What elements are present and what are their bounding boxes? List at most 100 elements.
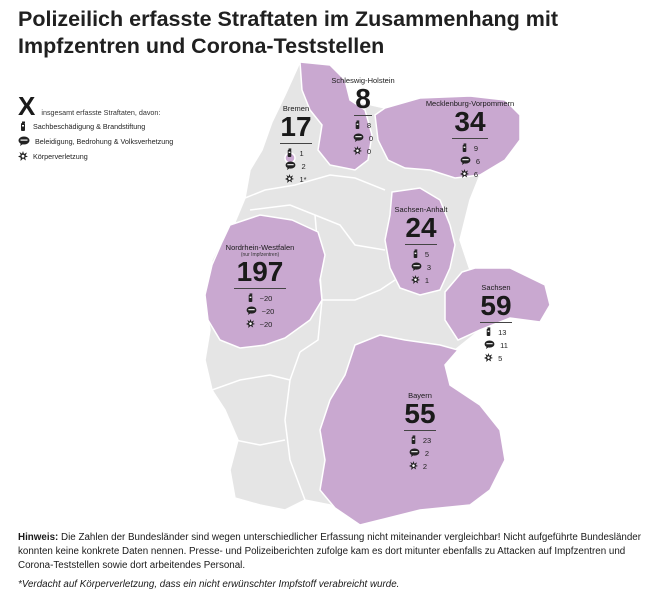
legend-item-property: Sachbeschädigung & Brandstiftung xyxy=(18,119,258,134)
state-name: Sachsen xyxy=(481,283,511,292)
state-stats: 8 0 0 xyxy=(352,119,373,158)
state-total: 17 xyxy=(280,111,312,142)
stat-value: 5 xyxy=(424,250,430,259)
stat-value: 0 xyxy=(366,147,372,156)
stat-injury: 1* xyxy=(285,173,307,186)
stat-property: 13 xyxy=(484,326,508,339)
fire-extinguisher-icon xyxy=(411,249,425,260)
stat-insult: 3 xyxy=(411,261,431,274)
legend-header: X insgesamt erfasste Straftaten, davon: xyxy=(18,93,258,119)
divider xyxy=(234,288,286,289)
stat-insult: 2 xyxy=(285,160,306,173)
state-shape-nrw xyxy=(204,214,326,349)
fire-extinguisher-icon xyxy=(353,120,367,131)
stat-value: 2 xyxy=(422,462,427,471)
explosion-icon xyxy=(245,319,260,330)
speech-bubble-icon xyxy=(409,448,425,459)
state-total: 8 xyxy=(355,83,371,114)
explosion-icon xyxy=(484,353,498,364)
state-label-bayern: Bayern 55 23 2 2 xyxy=(380,391,460,475)
hint-paragraph: Hinweis: Die Zahlen der Bundesländer sin… xyxy=(18,531,654,573)
stat-insult: 0 xyxy=(353,132,373,145)
stat-value: 6 xyxy=(473,170,479,179)
speech-bubble-icon xyxy=(285,161,301,172)
state-stats: 5 3 1 xyxy=(410,248,431,287)
stat-injury: 1 xyxy=(410,274,431,287)
state-name: Nordrhein-Westfalen xyxy=(225,243,295,252)
stat-injury: 2 xyxy=(408,460,431,473)
state-total: 197 xyxy=(236,256,284,287)
stat-value: 3 xyxy=(426,263,432,272)
stat-property: ~20 xyxy=(246,292,275,305)
divider xyxy=(354,115,372,116)
fire-extinguisher-icon xyxy=(246,293,260,304)
stat-value: 8 xyxy=(366,121,372,130)
explosion-icon xyxy=(18,150,33,163)
state-stats: ~20 ~20 ~20 xyxy=(245,292,275,331)
stat-value: 0 xyxy=(368,134,374,143)
state-total: 55 xyxy=(404,398,436,429)
divider xyxy=(405,244,437,245)
fire-extinguisher-icon xyxy=(484,327,498,338)
legend-label: Beleidigung, Bedrohung & Volksverhetzung xyxy=(35,137,174,146)
divider xyxy=(280,143,312,144)
stat-value: 13 xyxy=(498,328,507,337)
stat-property: 8 xyxy=(353,119,373,132)
state-label-schleswig-holstein: Schleswig-Holstein 8 8 0 0 xyxy=(313,76,413,160)
legend-total-symbol: X xyxy=(18,91,36,121)
map-title: Polizeilich erfasste Straftaten im Zusam… xyxy=(18,7,559,58)
speech-bubble-icon xyxy=(18,136,35,148)
stat-insult: ~20 xyxy=(246,305,274,318)
state-total: 59 xyxy=(480,290,512,321)
state-total: 34 xyxy=(454,106,486,137)
state-label-nrw: Nordrhein-Westfalen (nur Impfzentren) 197 ~… xyxy=(210,243,310,333)
map-legend: X insgesamt erfasste Straftaten, davon: … xyxy=(18,93,258,164)
state-shape-mecklenburg xyxy=(374,95,521,179)
fire-extinguisher-icon xyxy=(409,435,423,446)
state-label-mecklenburg: Mecklenburg-Vorpommern 34 9 6 6 xyxy=(405,99,535,183)
divider xyxy=(480,322,512,323)
state-label-sachsen-anhalt: Sachsen-Anhalt 24 5 3 1 xyxy=(378,205,464,289)
footnote: *Verdacht auf Körperverletzung, dass ein… xyxy=(18,579,400,590)
state-stats: 9 6 6 xyxy=(459,142,480,181)
legend-label: Sachbeschädigung & Brandstiftung xyxy=(33,122,146,131)
state-stats: 23 2 2 xyxy=(408,434,431,473)
explosion-icon xyxy=(352,146,367,157)
explosion-icon xyxy=(285,174,299,185)
legend-label: Körperverletzung xyxy=(33,152,88,161)
divider xyxy=(452,138,488,139)
explosion-icon xyxy=(408,461,423,472)
explosion-icon xyxy=(410,275,425,286)
speech-bubble-icon xyxy=(246,306,262,317)
speech-bubble-icon xyxy=(411,262,427,273)
stat-value: 23 xyxy=(422,436,432,445)
state-label-sachsen: Sachsen 59 13 11 5 xyxy=(466,283,526,367)
speech-bubble-icon xyxy=(484,340,500,351)
fire-extinguisher-icon xyxy=(18,121,33,133)
state-name: Bremen xyxy=(282,104,310,113)
state-name: Bayern xyxy=(408,391,432,400)
stat-value: 2 xyxy=(424,449,429,458)
state-stats: 1 2 1* xyxy=(285,147,307,186)
stat-value: ~20 xyxy=(259,320,273,329)
stat-value: 1 xyxy=(424,276,430,285)
speech-bubble-icon xyxy=(460,156,476,167)
stat-injury: ~20 xyxy=(245,318,275,331)
legend-item-injury: Körperverletzung xyxy=(18,149,258,164)
stat-property: 5 xyxy=(411,248,431,261)
state-shape-sachsen-anhalt xyxy=(384,187,456,296)
hint-label: Hinweis: xyxy=(18,532,59,543)
stat-injury: 6 xyxy=(459,168,480,181)
state-total: 24 xyxy=(405,212,437,243)
state-name: Sachsen-Anhalt xyxy=(394,205,448,214)
state-shape-schleswig-holstein xyxy=(299,61,373,171)
state-note: (nur Impfzentren) xyxy=(240,252,280,258)
stat-value: 5 xyxy=(498,354,503,363)
stat-insult: 11 xyxy=(484,339,508,352)
fire-extinguisher-icon xyxy=(285,148,299,159)
stat-property: 23 xyxy=(409,434,431,447)
stat-value: 1 xyxy=(299,149,304,158)
stat-insult: 6 xyxy=(460,155,480,168)
stat-value: 1* xyxy=(299,175,307,184)
divider xyxy=(404,430,436,431)
